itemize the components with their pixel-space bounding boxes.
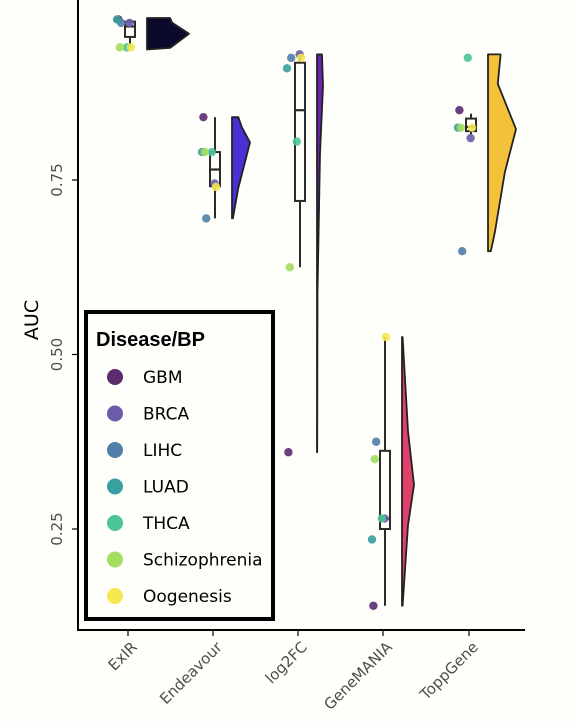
density-cloud: [487, 53, 517, 253]
data-point: [285, 263, 294, 272]
y-tick-label: 0.25: [48, 512, 66, 545]
legend-key: [107, 588, 123, 604]
data-point: [115, 43, 125, 52]
density-cloud: [146, 17, 190, 51]
density-cloud: [401, 336, 415, 607]
legend-key: [107, 442, 123, 458]
legend-label: THCA: [142, 514, 190, 534]
data-point: [199, 112, 208, 122]
data-point: [367, 535, 377, 544]
data-point: [369, 601, 378, 610]
y-ticks: 0.25 0.50 0.75: [48, 163, 78, 546]
data-point: [458, 246, 467, 256]
density-cloud: [316, 53, 324, 454]
x-tick-label: log2FC: [262, 638, 311, 687]
legend-key: [107, 478, 123, 495]
boxplot-layer: [124, 19, 477, 606]
points-layer: [112, 15, 477, 610]
data-point: [463, 53, 472, 63]
data-point: [377, 514, 386, 523]
axes: AUC: [21, 0, 525, 631]
data-point: [370, 455, 379, 464]
data-point: [467, 123, 477, 132]
legend-key: [107, 369, 123, 385]
legend: Disease/BP GBM BRCA LIHC LUAD THCA Schizophre…: [84, 310, 275, 621]
x-tick-label: GeneMANIA: [320, 638, 396, 714]
legend-label: LUAD: [143, 478, 189, 498]
data-point: [287, 53, 296, 63]
box-body: [294, 61, 306, 202]
y-tick-label: 0.75: [48, 163, 66, 196]
y-axis-title: AUC: [21, 300, 43, 340]
data-point: [126, 43, 136, 52]
data-point: [292, 137, 301, 146]
density-cloud: [231, 116, 251, 220]
legend-label: GBM: [143, 368, 183, 388]
legend-title: Disease/BP: [96, 329, 205, 351]
data-point: [296, 53, 306, 63]
data-point: [282, 64, 292, 73]
legend-items: GBM BRCA LIHC LUAD THCA Schizophrenia Oogenesi…: [107, 368, 263, 607]
y-tick-label: 0.50: [48, 338, 66, 371]
data-point: [112, 15, 122, 24]
data-point: [200, 147, 209, 157]
data-point: [211, 182, 221, 192]
data-point: [466, 133, 475, 143]
legend-key: [107, 551, 123, 568]
data-point: [207, 147, 216, 157]
data-point: [202, 214, 211, 223]
data-point: [456, 123, 465, 132]
data-point: [125, 18, 134, 28]
data-point: [455, 106, 464, 115]
data-point: [381, 332, 391, 342]
x-tick-label: ExIR: [105, 638, 141, 674]
legend-label: Schizophrenia: [143, 551, 263, 571]
box-body: [379, 449, 391, 531]
x-tick-label: Endeavour: [156, 638, 226, 708]
density-layer: [146, 17, 517, 607]
data-point: [372, 437, 381, 446]
x-tick-label: ToppGene: [416, 638, 482, 704]
legend-label: BRCA: [143, 405, 189, 425]
legend-box: [84, 310, 275, 621]
legend-key: [107, 405, 123, 422]
data-point: [284, 448, 293, 457]
x-ticks: ExIR Endeavour log2FC GeneMANIA ToppGene: [105, 630, 482, 714]
legend-label: Oogenesis: [143, 587, 232, 607]
legend-key: [107, 515, 123, 531]
legend-label: LIHC: [143, 441, 182, 461]
